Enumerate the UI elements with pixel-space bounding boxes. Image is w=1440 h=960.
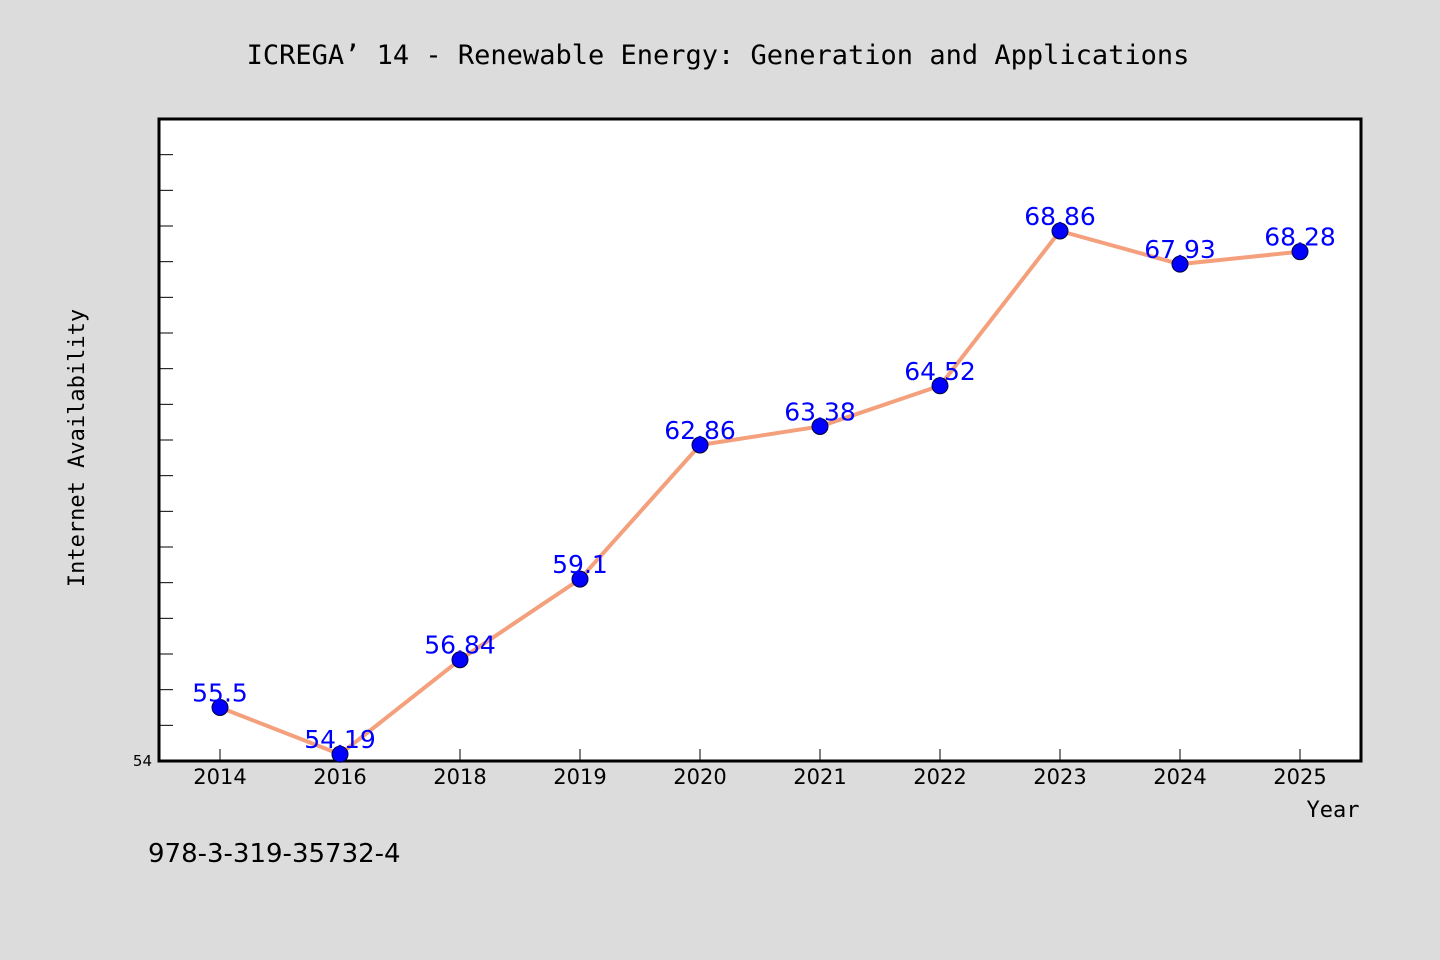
x-tick-label: 2022	[913, 765, 966, 789]
x-tick-label: 2018	[433, 765, 486, 789]
y-axis-label: Internet Availability	[65, 309, 90, 587]
x-tick-label: 2020	[673, 765, 726, 789]
data-point	[211, 699, 229, 716]
data-label: 55.5	[192, 679, 248, 708]
chart-title: ICREGA’ 14 - Renewable Energy: Generatio…	[247, 40, 1190, 71]
x-axis-label: Year	[1307, 798, 1360, 823]
data-point	[1291, 243, 1309, 261]
series-line	[219, 228, 1301, 757]
data-label: 67.93	[1144, 235, 1216, 264]
series-layer	[211, 222, 1309, 763]
data-point	[451, 651, 469, 669]
data-label: 59.1	[552, 550, 608, 579]
plot-area	[157, 117, 1363, 763]
data-point	[811, 417, 829, 435]
y-axis-ticks: 54	[133, 154, 173, 770]
data-point	[571, 570, 589, 588]
x-tick-label: 2024	[1153, 765, 1206, 789]
data-label: 54.19	[304, 725, 376, 754]
y-tick-label: 54	[133, 752, 152, 770]
data-point	[1171, 255, 1189, 273]
x-tick-label: 2023	[1033, 765, 1086, 789]
x-tick-label: 2025	[1273, 765, 1326, 789]
data-label: 64.52	[904, 357, 976, 386]
data-point	[931, 377, 949, 395]
data-label: 68.86	[1024, 202, 1096, 231]
x-tick-label: 2016	[313, 765, 366, 789]
data-labels-layer: 55.5 54.19 56.84 59.1 62.86 63.38 64.52 68.86 67…	[192, 202, 1336, 754]
x-tick-label: 2014	[193, 765, 246, 789]
data-point	[1051, 222, 1069, 240]
x-tick-label: 2019	[553, 765, 606, 789]
data-label: 63.38	[784, 397, 856, 426]
data-point	[331, 745, 349, 763]
data-label: 62.86	[664, 416, 736, 445]
data-point	[691, 436, 709, 454]
data-label: 56.84	[424, 631, 496, 660]
data-label: 68.28	[1264, 223, 1336, 252]
x-tick-label: 2021	[793, 765, 846, 789]
isbn-footer: 978-3-319-35732-4	[148, 839, 401, 869]
